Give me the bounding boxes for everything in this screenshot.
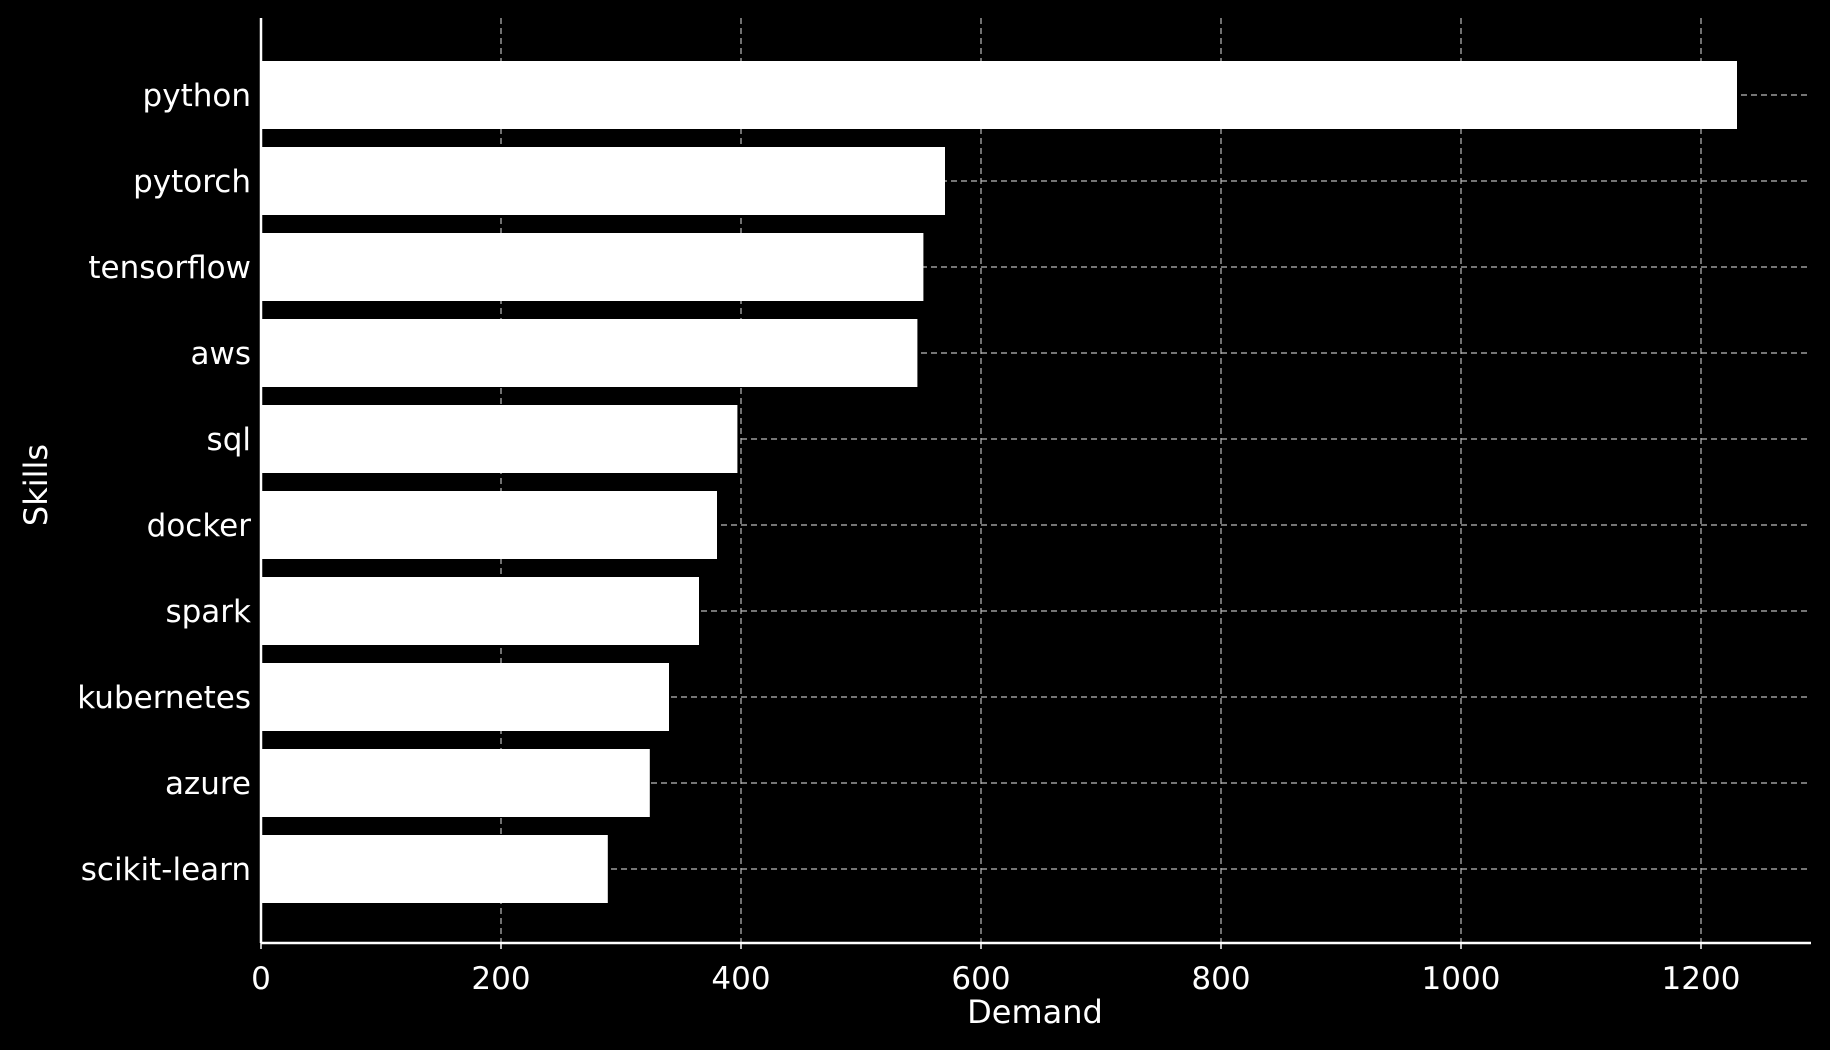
category-label: aws [190,336,251,372]
category-label: scikit-learn [81,852,251,888]
category-label: docker [147,508,252,544]
bar-tensorflow [261,233,924,301]
bar-kubernetes [261,663,669,731]
category-label: spark [165,594,251,630]
bar-sql [261,405,738,473]
bar-docker [261,491,717,559]
bar-aws [261,319,918,387]
y-axis-title: Skills [17,444,55,526]
category-label: tensorflow [88,250,251,286]
x-tick-label: 200 [471,961,530,997]
x-tick-labels: 0 200 400 600 800 1000 1200 [251,943,1740,997]
category-labels: python pytorch tensorflow aws sql docker spark… [77,78,251,888]
axes [259,18,1811,945]
bar-python [261,61,1737,129]
category-label: azure [165,766,251,802]
x-tick-label: 600 [951,961,1010,997]
x-tick-label: 800 [1191,961,1250,997]
x-tick-label: 1200 [1662,961,1741,997]
x-tick-label: 1000 [1422,961,1501,997]
category-label: sql [207,422,251,458]
bar-spark [261,577,699,645]
category-label: pytorch [133,164,251,200]
x-tick-label: 0 [251,961,271,997]
x-axis-title: Demand [967,993,1103,1031]
bars [261,61,1737,903]
bar-azure [261,749,650,817]
x-tick-label: 400 [711,961,770,997]
bar-scikit-learn [261,835,608,903]
category-label: kubernetes [77,680,251,716]
bar-pytorch [261,147,945,215]
category-label: python [143,78,251,114]
